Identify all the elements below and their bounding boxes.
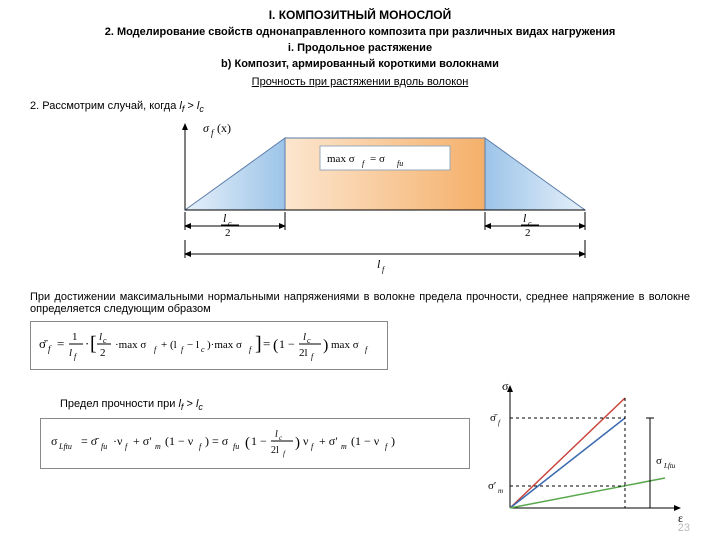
svg-text:Lftu: Lftu xyxy=(58,442,72,451)
svg-text:2l: 2l xyxy=(271,445,279,456)
svg-text:(x): (x) xyxy=(217,121,231,135)
svg-text:+ σ′: + σ′ xyxy=(133,434,152,448)
svg-text:]: ] xyxy=(255,333,262,355)
svg-text:f: f xyxy=(283,450,286,458)
svg-text:l: l xyxy=(223,211,227,225)
svg-text:2: 2 xyxy=(525,227,531,239)
stress-strain-chart: σ ε σ̄ f σ′ m σ Lftu xyxy=(480,378,690,531)
svg-text:σ: σ xyxy=(656,455,662,467)
svg-text:f: f xyxy=(154,345,158,354)
svg-text:f: f xyxy=(365,345,369,354)
stress-diagram: σ f (x) max σ f = σ fu l c 2 l c 2 l f xyxy=(30,118,690,281)
svg-text:= σ̄: = σ̄ xyxy=(81,434,99,448)
svg-text:m: m xyxy=(155,442,161,451)
svg-text:+ (l: + (l xyxy=(161,339,177,351)
page-number: 23 xyxy=(678,522,690,534)
formula-avg-stress: σ̄ f = 1 l f · [ l c 2 ·max σ f + (l f −… xyxy=(30,321,388,370)
svg-text:(: ( xyxy=(273,337,278,354)
svg-text:2: 2 xyxy=(100,347,106,359)
svg-text:f: f xyxy=(249,345,253,354)
title-line4: b) Композит, армированный короткими воло… xyxy=(30,58,690,70)
cond-sub2: c xyxy=(199,104,204,114)
svg-text:l: l xyxy=(523,211,527,225)
svg-text:max σ: max σ xyxy=(331,339,359,351)
svg-text:)·max σ: )·max σ xyxy=(207,339,242,351)
svg-text:ν: ν xyxy=(303,434,309,448)
svg-text:− l: − l xyxy=(187,339,199,351)
svg-text:fu: fu xyxy=(101,442,107,451)
svg-text:l: l xyxy=(99,331,102,343)
formula-strength: σ Lftu = σ̄ fu ·ν f + σ′ m (1 − ν f ) = … xyxy=(40,418,470,469)
svg-text:c: c xyxy=(201,345,205,354)
svg-text:fu: fu xyxy=(233,442,239,451)
svg-text:·: · xyxy=(85,336,89,351)
paragraph: При достижении максимальными нормальными… xyxy=(30,291,690,315)
svg-text:f: f xyxy=(311,442,315,451)
svg-text:(1 − ν: (1 − ν xyxy=(351,434,380,448)
svg-text:σ̄: σ̄ xyxy=(490,412,498,424)
svg-text:f: f xyxy=(311,352,315,361)
svg-text:): ) xyxy=(323,337,328,354)
svg-text:·max σ: ·max σ xyxy=(115,339,146,351)
pred-prefix: Предел прочности при xyxy=(60,398,178,410)
svg-text:f: f xyxy=(199,442,203,451)
strength-limit-text: Предел прочности при lf > lc xyxy=(30,398,470,412)
svg-text:f: f xyxy=(125,442,129,451)
title-line3: i. Продольное растяжение xyxy=(30,42,690,54)
svg-text:[: [ xyxy=(90,333,97,355)
svg-text:=: = xyxy=(57,336,64,351)
svg-text:2l: 2l xyxy=(299,347,308,359)
svg-text:): ) xyxy=(295,435,300,451)
svg-text:f: f xyxy=(181,345,185,354)
subtitle: Прочность при растяжении вдоль волокон xyxy=(30,76,690,88)
svg-text:=: = xyxy=(263,336,270,351)
svg-text:) = σ: ) = σ xyxy=(205,434,229,448)
case-prefix: 2. Рассмотрим случай, когда xyxy=(30,100,179,112)
svg-text:(1 − ν: (1 − ν xyxy=(165,434,194,448)
svg-text:σ: σ xyxy=(203,121,210,135)
svg-text:): ) xyxy=(391,434,395,448)
svg-text:max σ: max σ xyxy=(327,153,355,165)
svg-text:l: l xyxy=(377,257,381,271)
title-roman: I. КОМПОЗИТНЫЙ МОНОСЛОЙ xyxy=(30,8,690,22)
svg-text:l: l xyxy=(275,429,278,440)
svg-text:l: l xyxy=(303,331,306,343)
svg-text:Lftu: Lftu xyxy=(663,462,676,470)
svg-text:σ: σ xyxy=(502,379,509,393)
svg-text:f: f xyxy=(48,344,52,354)
svg-text:2: 2 xyxy=(225,227,231,239)
svg-text:f: f xyxy=(211,128,215,138)
case-text: 2. Рассмотрим случай, когда lf > lc xyxy=(30,100,690,114)
svg-text:1: 1 xyxy=(72,331,78,343)
svg-text:f: f xyxy=(498,419,501,427)
svg-text:f: f xyxy=(385,442,389,451)
svg-text:1 −: 1 − xyxy=(279,337,295,351)
svg-text:+ σ′: + σ′ xyxy=(319,434,338,448)
svg-text:1 −: 1 − xyxy=(251,434,267,448)
svg-text:σ′: σ′ xyxy=(488,480,496,492)
title-line2: 2. Моделирование свойств однонаправленно… xyxy=(30,26,690,38)
cond-op: > xyxy=(184,100,197,112)
svg-text:= σ: = σ xyxy=(370,153,385,165)
svg-text:f: f xyxy=(74,352,78,361)
svg-text:(: ( xyxy=(245,435,250,451)
svg-text:·ν: ·ν xyxy=(113,434,123,448)
svg-text:m: m xyxy=(341,442,347,451)
svg-text:σ: σ xyxy=(51,434,58,448)
svg-text:l: l xyxy=(69,347,72,359)
svg-text:m: m xyxy=(498,487,503,495)
svg-text:f: f xyxy=(382,265,386,274)
svg-text:σ̄: σ̄ xyxy=(39,336,48,351)
svg-text:fu: fu xyxy=(397,159,403,168)
